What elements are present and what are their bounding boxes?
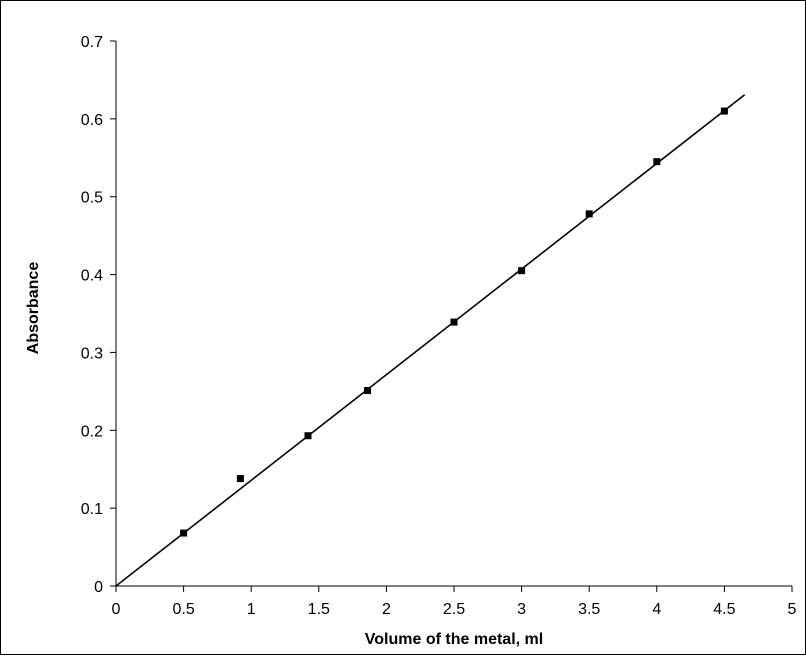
- y-tick-label: 0.7: [81, 34, 103, 51]
- x-tick-label: 1.5: [308, 601, 330, 618]
- y-tick-label: 0.2: [81, 423, 103, 440]
- x-axis-title: Volume of the metal, ml: [365, 631, 543, 648]
- x-tick-label: 1: [247, 601, 256, 618]
- data-point: [363, 387, 371, 395]
- x-tick-label: 0: [112, 601, 121, 618]
- x-tick-label: 0.5: [172, 601, 194, 618]
- x-tick-labels: 0 0.5 1 1.5 2 2.5 3 3.5 4 4.5 5: [112, 601, 797, 618]
- x-tick-label: 3: [517, 601, 526, 618]
- y-tick-label: 0.5: [81, 190, 103, 207]
- data-point: [518, 267, 526, 275]
- trendline-layer: [115, 94, 746, 587]
- y-axis-title: Absorbance: [25, 262, 42, 355]
- data-point: [450, 318, 458, 326]
- data-point: [585, 210, 593, 218]
- x-tick-label: 5: [788, 601, 797, 618]
- x-tick-label: 3.5: [578, 601, 600, 618]
- data-point: [180, 529, 188, 537]
- data-point: [304, 432, 312, 440]
- y-tick-label: 0.6: [81, 112, 103, 129]
- x-tick-label: 4.5: [713, 601, 735, 618]
- data-point: [653, 158, 661, 166]
- x-tick-label: 2: [382, 601, 391, 618]
- data-points: [180, 107, 728, 537]
- y-tick-label: 0.1: [81, 501, 103, 518]
- data-point: [236, 475, 244, 483]
- y-tick-label: 0: [94, 579, 103, 596]
- y-tick-label: 0.3: [81, 345, 103, 362]
- axes: [115, 41, 792, 587]
- y-tick-labels: 0 0.1 0.2 0.3 0.4 0.5 0.6 0.7: [81, 34, 103, 596]
- tick-marks: [110, 40, 793, 592]
- x-tick-label: 2.5: [443, 601, 465, 618]
- x-tick-label: 4: [652, 601, 661, 618]
- trendline: [115, 94, 746, 587]
- y-tick-label: 0.4: [81, 268, 103, 285]
- data-point: [720, 107, 728, 115]
